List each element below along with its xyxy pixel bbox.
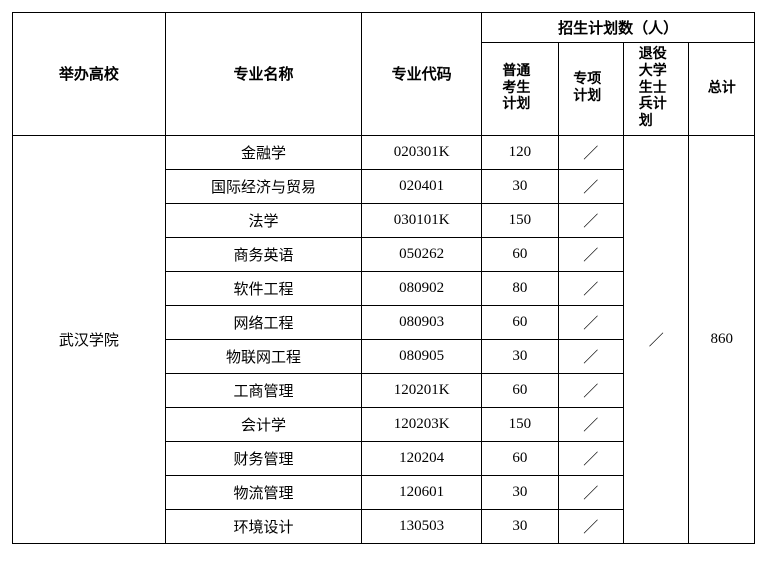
cell-code: 080903: [362, 305, 482, 339]
header-plan-group: 招生计划数（人）: [482, 13, 755, 43]
cell-code: 120204: [362, 441, 482, 475]
cell-special: ／: [558, 373, 623, 407]
cell-school: 武汉学院: [13, 135, 166, 543]
cell-veteran: ／: [624, 135, 689, 543]
cell-code: 120201K: [362, 373, 482, 407]
cell-major: 商务英语: [165, 237, 361, 271]
cell-special: ／: [558, 441, 623, 475]
cell-special: ／: [558, 203, 623, 237]
cell-normal: 60: [482, 441, 558, 475]
cell-special: ／: [558, 271, 623, 305]
cell-special: ／: [558, 475, 623, 509]
cell-major: 法学: [165, 203, 361, 237]
cell-special: ／: [558, 169, 623, 203]
cell-normal: 30: [482, 339, 558, 373]
cell-normal: 80: [482, 271, 558, 305]
cell-code: 020301K: [362, 135, 482, 169]
cell-major: 环境设计: [165, 509, 361, 543]
cell-code: 130503: [362, 509, 482, 543]
cell-major: 金融学: [165, 135, 361, 169]
cell-total: 860: [689, 135, 755, 543]
cell-major: 物流管理: [165, 475, 361, 509]
header-plan-special: 专项计划: [558, 43, 623, 136]
cell-normal: 60: [482, 305, 558, 339]
cell-special: ／: [558, 135, 623, 169]
cell-code: 120203K: [362, 407, 482, 441]
table-body: 武汉学院 金融学 020301K 120 ／ ／ 860 国际经济与贸易 020…: [13, 135, 755, 543]
header-code: 专业代码: [362, 13, 482, 136]
header-plan-veteran: 退役大学生士兵计划: [624, 43, 689, 136]
cell-major: 国际经济与贸易: [165, 169, 361, 203]
header-school: 举办高校: [13, 13, 166, 136]
cell-major: 会计学: [165, 407, 361, 441]
cell-major: 软件工程: [165, 271, 361, 305]
cell-normal: 60: [482, 237, 558, 271]
cell-special: ／: [558, 407, 623, 441]
cell-code: 120601: [362, 475, 482, 509]
header-major: 专业名称: [165, 13, 361, 136]
header-plan-total: 总计: [689, 43, 755, 136]
cell-normal: 150: [482, 203, 558, 237]
header-plan-normal: 普通考生计划: [482, 43, 558, 136]
cell-code: 080905: [362, 339, 482, 373]
cell-normal: 150: [482, 407, 558, 441]
cell-normal: 60: [482, 373, 558, 407]
cell-special: ／: [558, 339, 623, 373]
cell-code: 020401: [362, 169, 482, 203]
enrollment-plan-table: 举办高校 专业名称 专业代码 招生计划数（人） 普通考生计划 专项计划 退役大学…: [12, 12, 755, 544]
cell-normal: 30: [482, 475, 558, 509]
cell-code: 050262: [362, 237, 482, 271]
table-row: 武汉学院 金融学 020301K 120 ／ ／ 860: [13, 135, 755, 169]
cell-major: 网络工程: [165, 305, 361, 339]
cell-special: ／: [558, 237, 623, 271]
cell-special: ／: [558, 509, 623, 543]
cell-code: 080902: [362, 271, 482, 305]
cell-code: 030101K: [362, 203, 482, 237]
cell-normal: 30: [482, 509, 558, 543]
cell-major: 工商管理: [165, 373, 361, 407]
cell-major: 财务管理: [165, 441, 361, 475]
cell-special: ／: [558, 305, 623, 339]
cell-normal: 30: [482, 169, 558, 203]
cell-normal: 120: [482, 135, 558, 169]
cell-major: 物联网工程: [165, 339, 361, 373]
